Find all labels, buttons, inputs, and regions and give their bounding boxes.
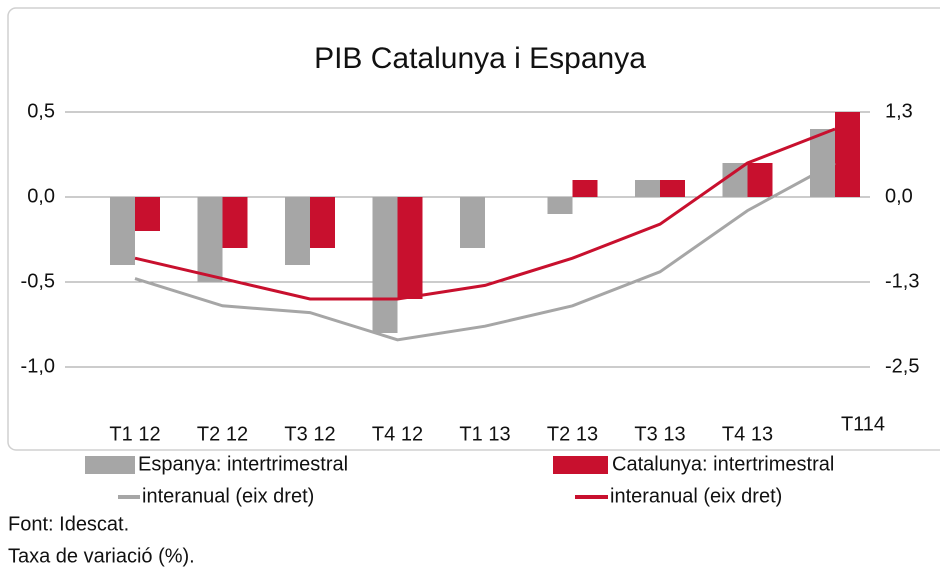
x-tick-label: T114 bbox=[841, 413, 885, 435]
bar bbox=[310, 197, 335, 248]
x-tick-label: T2 12 bbox=[197, 423, 248, 445]
x-tick-label: T1 12 bbox=[109, 423, 160, 445]
bar bbox=[747, 163, 773, 197]
x-tick-label: T3 12 bbox=[284, 423, 335, 445]
bar bbox=[197, 197, 223, 282]
bar bbox=[460, 197, 485, 248]
y-tick-label: 0,5 bbox=[27, 100, 55, 122]
y2-tick-label: -1,3 bbox=[885, 270, 919, 292]
bar bbox=[810, 129, 835, 197]
y-tick-label: -1,0 bbox=[21, 355, 55, 377]
x-tick-label: T4 13 bbox=[722, 423, 773, 445]
bar bbox=[135, 197, 160, 231]
source-note: Font: Idescat. bbox=[8, 513, 129, 535]
bar bbox=[722, 163, 748, 197]
bar bbox=[835, 112, 860, 197]
legend-label: Espanya: intertrimestral bbox=[138, 453, 348, 475]
bar bbox=[572, 180, 598, 197]
bar bbox=[397, 197, 423, 299]
line bbox=[134, 127, 836, 301]
y2-tick-label: -2,5 bbox=[885, 355, 919, 377]
y-tick-label: 0,0 bbox=[27, 185, 55, 207]
bar bbox=[660, 180, 685, 197]
x-tick-label: T1 13 bbox=[459, 423, 510, 445]
bar bbox=[110, 197, 135, 265]
x-tick-label: T2 13 bbox=[547, 423, 598, 445]
legend-swatch bbox=[85, 456, 135, 474]
line bbox=[134, 161, 836, 342]
legend-label: interanual (eix dret) bbox=[142, 485, 314, 507]
bar bbox=[635, 180, 660, 197]
chart-frame bbox=[7, 7, 940, 451]
y2-tick-label: 1,3 bbox=[885, 100, 913, 122]
y-tick-label: -0,5 bbox=[21, 270, 55, 292]
bar bbox=[372, 197, 398, 333]
legend-label: Catalunya: intertrimestral bbox=[612, 453, 834, 475]
y2-tick-label: 0,0 bbox=[885, 185, 913, 207]
chart-title: PIB Catalunya i Espanya bbox=[314, 42, 646, 75]
bar bbox=[285, 197, 310, 265]
bar bbox=[222, 197, 248, 248]
x-tick-label: T3 13 bbox=[634, 423, 685, 445]
unit-note: Taxa de variació (%). bbox=[8, 545, 195, 567]
x-tick-label: T4 12 bbox=[372, 423, 423, 445]
bar bbox=[547, 197, 573, 214]
legend-swatch bbox=[553, 456, 608, 474]
legend-label: interanual (eix dret) bbox=[610, 485, 782, 507]
